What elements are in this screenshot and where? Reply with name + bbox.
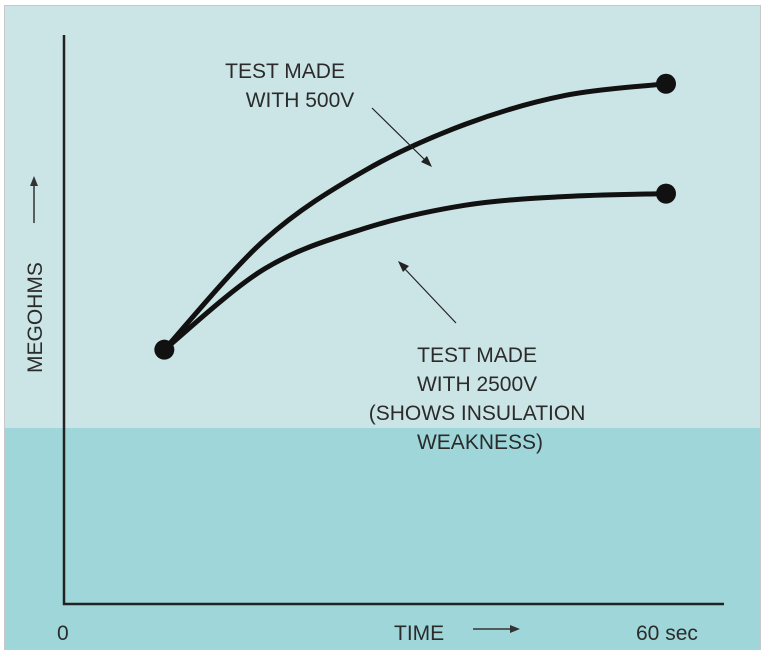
series-2500v-line	[161, 191, 669, 353]
series-500v-end-point	[656, 73, 676, 94]
upper-background-band	[5, 6, 760, 428]
x-tick-60: 60 sec	[636, 622, 698, 645]
series-2500v-label-line-1: TEST MADE	[417, 344, 537, 367]
series-2500v-label: TEST MADE WITH 2500V (SHOWS INSULATION W…	[369, 344, 591, 454]
x-axis-arrow	[473, 625, 520, 633]
series-2500v-label-line-4: WEAKNESS)	[417, 431, 543, 454]
series-2500v-label-line-3: (SHOWS INSULATION	[369, 402, 586, 425]
series-2500v-label-line-2: WITH 2500V	[417, 373, 537, 396]
lower-background-band	[5, 428, 760, 649]
plot-area	[154, 73, 676, 360]
series-500v-label: TEST MADE WITH 500V	[225, 60, 354, 112]
x-axis-label: TIME	[394, 622, 444, 645]
x-tick-0: 0	[57, 622, 69, 645]
series-2500v-pointer-arrow	[398, 261, 457, 324]
series-500v-pointer-arrow	[371, 107, 432, 167]
y-axis-label: MEGOHMS	[24, 262, 47, 373]
series-2500v-end-point	[656, 183, 676, 204]
series-500v-label-line-1: TEST MADE	[225, 60, 345, 83]
y-axis-arrow	[30, 176, 38, 223]
series-500v-label-line-2: WITH 500V	[246, 89, 355, 112]
series-500v-line	[161, 81, 669, 353]
shared-start-point	[154, 339, 175, 360]
